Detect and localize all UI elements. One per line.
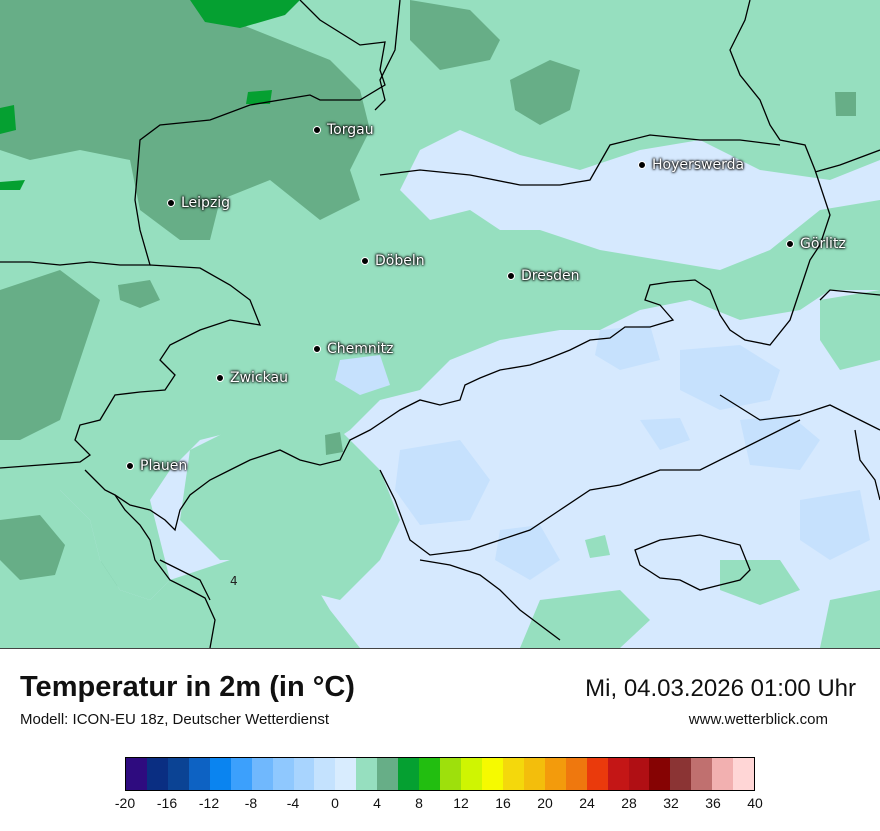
temperature-map[interactable]: Torgau Hoyerswerda Leipzig Görlitz Döbel… (0, 0, 880, 648)
city-marker-dresden[interactable]: Dresden (507, 268, 580, 284)
city-label: Plauen (140, 458, 188, 474)
legend-swatch (712, 758, 734, 790)
color-scale-legend (125, 757, 755, 791)
legend-swatch (691, 758, 713, 790)
city-marker-doebeln[interactable]: Döbeln (361, 253, 425, 269)
state-borders (0, 0, 880, 648)
city-dot (638, 161, 646, 169)
legend-swatch (628, 758, 650, 790)
city-label: Döbeln (375, 253, 425, 269)
city-label: Leipzig (181, 195, 231, 211)
legend-swatch (335, 758, 357, 790)
legend-swatch (502, 758, 524, 790)
legend-swatch (649, 758, 671, 790)
city-label: Dresden (521, 268, 580, 284)
map-fields (0, 0, 880, 648)
legend-swatch (544, 758, 566, 790)
band-6-8-area (0, 0, 300, 190)
model-info: Modell: ICON-EU 18z, Deutscher Wetterdie… (20, 711, 330, 728)
city-marker-goerlitz[interactable]: Görlitz (786, 236, 846, 252)
city-marker-leipzig[interactable]: Leipzig (167, 195, 230, 211)
legend-tick-label: 8 (415, 795, 423, 811)
legend-swatch (607, 758, 629, 790)
legend-tick-label: -12 (198, 795, 220, 811)
legend-tick-label: -4 (286, 795, 300, 811)
legend-swatch (126, 758, 147, 790)
legend-tick-label: -8 (244, 795, 258, 811)
legend-tick-label: 20 (537, 795, 553, 811)
city-dot (313, 345, 321, 353)
legend-swatch (440, 758, 461, 790)
map-footer: Temperatur in 2m (in °C) Modell: ICON-EU… (0, 648, 880, 831)
legend-tick-label: 4 (373, 795, 381, 811)
city-dot (216, 374, 224, 382)
legend-swatch (251, 758, 273, 790)
legend-tick-label: 32 (663, 795, 679, 811)
legend-swatch (146, 758, 168, 790)
city-dot (361, 257, 369, 265)
temperature-value-label: 4 (230, 574, 238, 588)
city-dot (507, 272, 515, 280)
legend-tick-label: -16 (156, 795, 178, 811)
map-title: Temperatur in 2m (in °C) (20, 671, 355, 703)
legend-swatch (670, 758, 692, 790)
city-dot (126, 462, 134, 470)
city-label: Görlitz (800, 236, 846, 252)
legend-swatch (398, 758, 420, 790)
legend-swatch (188, 758, 210, 790)
legend-tick-label: 0 (331, 795, 339, 811)
city-marker-torgau[interactable]: Torgau (313, 122, 374, 138)
legend-swatch (167, 758, 189, 790)
legend-tick-label: 16 (495, 795, 511, 811)
legend-swatch (586, 758, 608, 790)
city-marker-zwickau[interactable]: Zwickau (216, 370, 288, 386)
legend-swatch (523, 758, 545, 790)
legend-tick-label: -20 (114, 795, 136, 811)
city-label: Hoyerswerda (652, 157, 745, 173)
legend-swatch (733, 758, 755, 790)
legend-tick-label: 36 (705, 795, 721, 811)
city-label: Zwickau (230, 370, 288, 386)
legend-swatch (209, 758, 231, 790)
legend-swatch (356, 758, 378, 790)
city-dot (786, 240, 794, 248)
legend-tick-label: 28 (621, 795, 637, 811)
legend-swatch (293, 758, 315, 790)
city-label: Torgau (327, 122, 374, 138)
legend-swatch (481, 758, 503, 790)
legend-tick-label: 40 (747, 795, 763, 811)
city-label: Chemnitz (327, 341, 394, 357)
website-link[interactable]: www.wetterblick.com (688, 711, 828, 728)
band-0-2-area (335, 325, 870, 580)
legend-swatch (377, 758, 399, 790)
legend-swatch (565, 758, 587, 790)
legend-tick-label: 24 (579, 795, 595, 811)
city-dot (167, 199, 175, 207)
color-scale-ticks: -20 -16 -12 -8 -4 0 4 8 12 16 20 24 28 32 36 40 (115, 795, 763, 815)
legend-swatch (461, 758, 482, 790)
legend-swatch (230, 758, 252, 790)
forecast-datetime: Mi, 04.03.2026 01:00 Uhr (585, 675, 856, 702)
city-dot (313, 126, 321, 134)
legend-swatch (272, 758, 294, 790)
city-marker-hoyerswerda[interactable]: Hoyerswerda (638, 157, 744, 173)
city-marker-plauen[interactable]: Plauen (126, 458, 187, 474)
legend-tick-label: 12 (453, 795, 469, 811)
legend-swatch (314, 758, 336, 790)
legend-swatch (419, 758, 441, 790)
city-marker-chemnitz[interactable]: Chemnitz (313, 341, 394, 357)
